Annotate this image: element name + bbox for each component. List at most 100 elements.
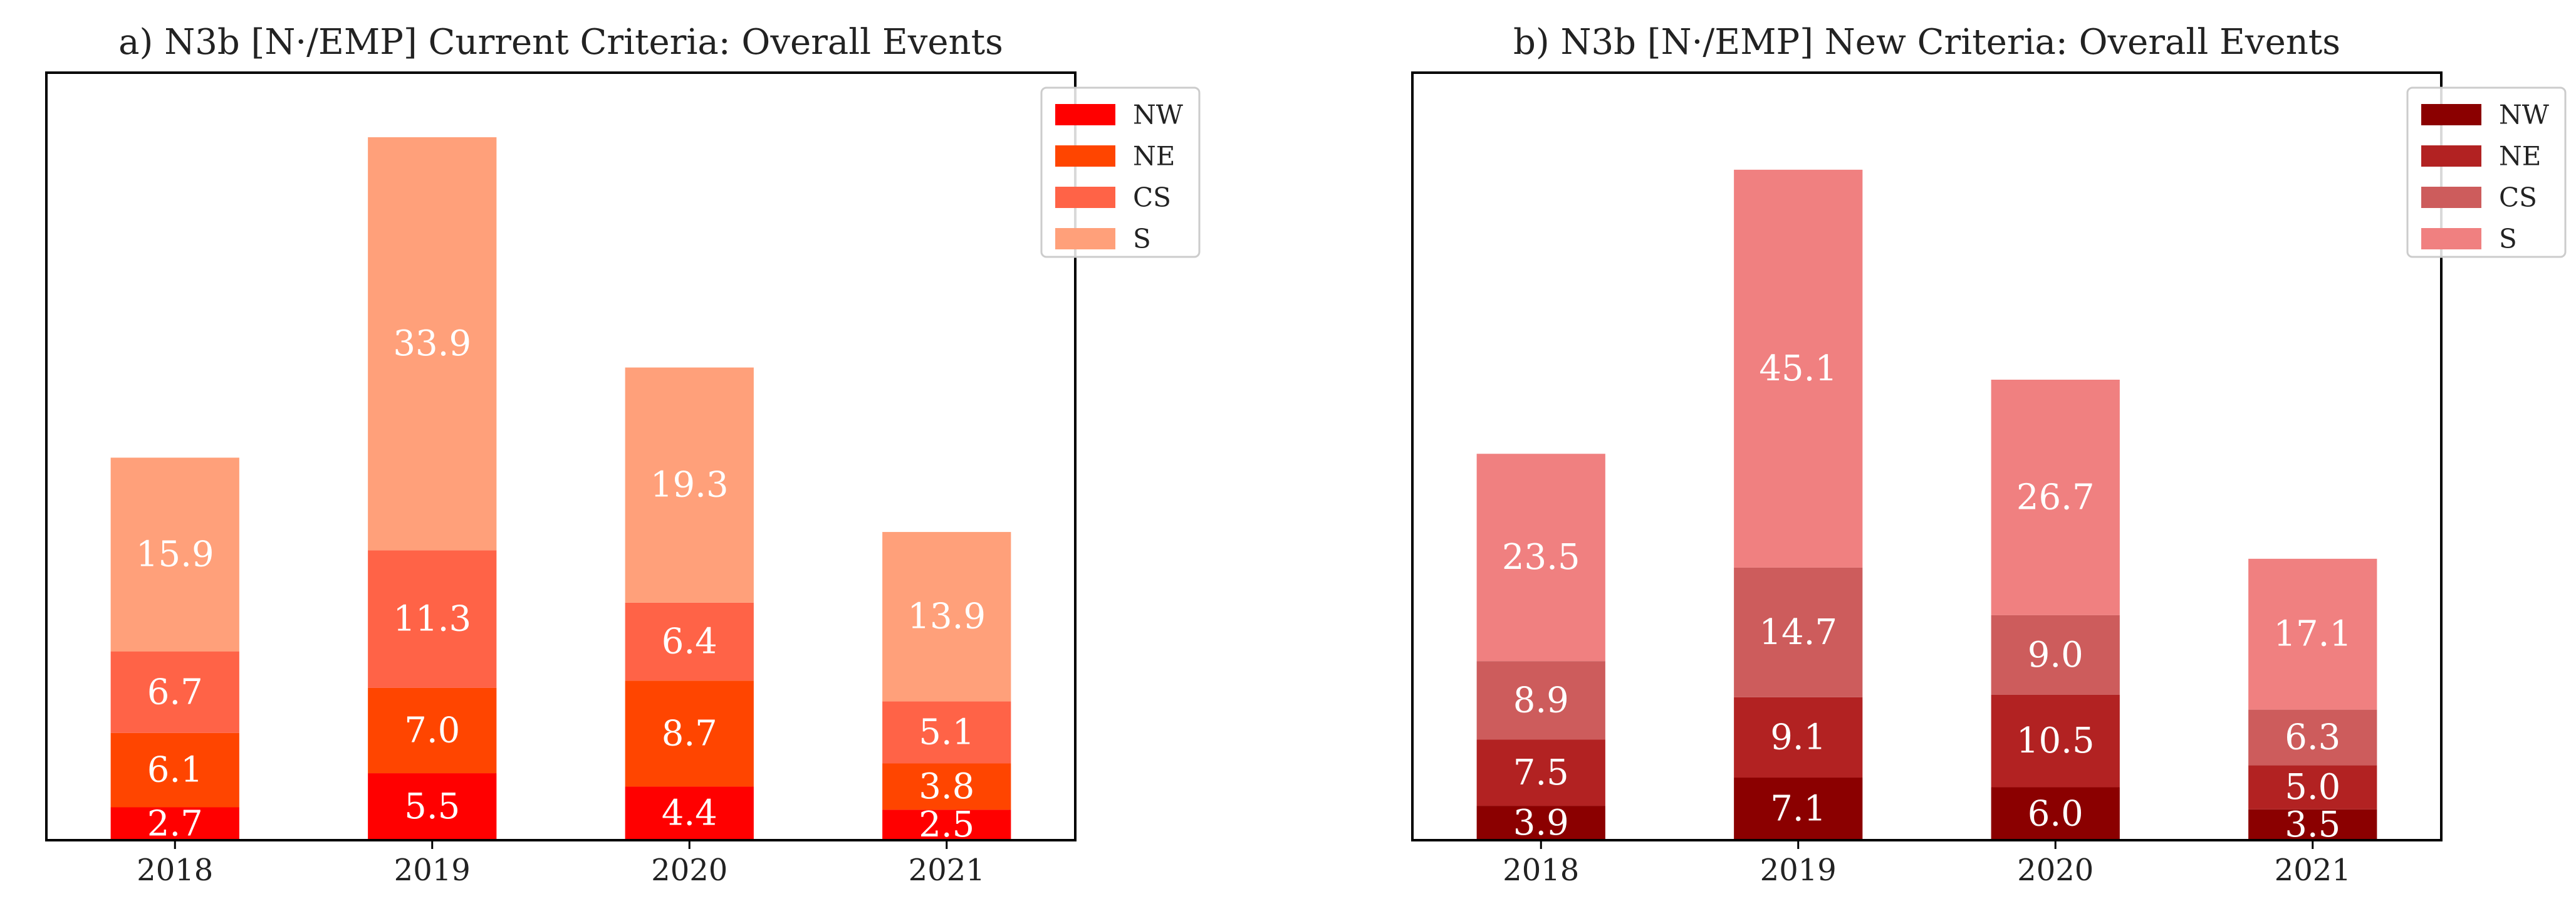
bar-b-2019-cs <box>1734 567 1863 697</box>
data-label-a-2019-s: 33.9 <box>393 323 471 364</box>
data-label-a-2018-ne: 6.1 <box>147 750 203 791</box>
bar-a-2021-cs <box>882 701 1011 764</box>
bar-b-2018-cs <box>1476 661 1605 740</box>
bar-a-2020-nw <box>625 786 754 840</box>
legend-swatch-a-cs <box>1055 187 1115 208</box>
bar-a-2019-nw <box>368 773 497 840</box>
legend-b: NW NE CS S <box>2406 86 2567 258</box>
data-label-a-2021-s: 13.9 <box>907 596 986 637</box>
bars-group-b <box>1476 169 2377 840</box>
data-label-a-2019-ne: 7.0 <box>404 711 460 751</box>
legend-swatch-a-ne <box>1055 145 1115 167</box>
legend-swatch-b-ne <box>2421 145 2481 167</box>
data-label-b-2020-nw: 6.0 <box>2028 793 2083 834</box>
legend-label-b-ne: NE <box>2499 141 2541 172</box>
data-label-a-2019-cs: 11.3 <box>393 599 471 640</box>
data-label-b-2021-cs: 6.3 <box>2285 717 2340 757</box>
data-label-b-2021-ne: 5.0 <box>2285 767 2340 808</box>
bar-a-2018-s <box>110 457 239 652</box>
x-tick-label-b-2021: 2021 <box>2275 853 2351 888</box>
x-tick-label-a-2019: 2019 <box>394 853 471 888</box>
data-label-b-2018-ne: 7.5 <box>1513 752 1569 793</box>
legend-label-a-cs: CS <box>1133 182 1171 213</box>
data-label-b-2018-nw: 3.9 <box>1513 803 1569 843</box>
legend-label-b-s: S <box>2499 224 2517 254</box>
plot-frame-b <box>1411 71 2443 841</box>
bar-a-2019-s <box>368 137 497 551</box>
data-label-a-2021-ne: 3.8 <box>919 766 974 807</box>
plot-frame-a <box>45 71 1077 841</box>
bar-b-2019-ne <box>1734 697 1863 778</box>
chart-panel-a: a) N3b [N·/EMP] Current Criteria: Overal… <box>45 22 1201 888</box>
bar-a-2019-ne <box>368 687 497 774</box>
data-label-b-2019-nw: 7.1 <box>1770 789 1826 830</box>
data-label-b-2019-cs: 14.7 <box>1759 612 1837 653</box>
data-label-a-2020-nw: 4.4 <box>662 793 717 834</box>
data-label-a-2020-ne: 8.7 <box>662 713 717 754</box>
bar-b-2018-nw <box>1476 806 1605 840</box>
legend-swatch-a-nw <box>1055 104 1115 125</box>
data-label-a-2020-cs: 6.4 <box>662 622 717 662</box>
data-label-b-2018-s: 23.5 <box>1502 537 1580 578</box>
segment-labels-a: 2.7 6.1 6.7 15.9 5.5 7.0 11.3 33.9 4.4 8.7 6.4 19.3… <box>136 323 986 845</box>
bar-a-2020-cs <box>625 602 754 681</box>
bar-b-2020-s <box>1991 380 2120 615</box>
legend-label-a-nw: NW <box>1133 100 1184 130</box>
bar-b-2021-cs <box>2248 709 2377 766</box>
data-label-b-2020-s: 26.7 <box>2016 477 2095 518</box>
segment-labels-b: 3.9 7.5 8.9 23.5 7.1 9.1 14.7 45.1 6.0 10.5 9.0 26.… <box>1502 348 2352 845</box>
bar-a-2019-cs <box>368 550 497 688</box>
legend-a: NW NE CS S <box>1040 86 1201 258</box>
x-tick-label-b-2020: 2020 <box>2017 853 2094 888</box>
bar-b-2021-nw <box>2248 809 2377 840</box>
bar-b-2019-s <box>1734 169 1863 568</box>
data-label-b-2021-nw: 3.5 <box>2285 804 2340 845</box>
x-axis-b: 2018 2019 2020 2021 <box>1503 840 2351 888</box>
data-label-a-2021-nw: 2.5 <box>919 804 974 845</box>
data-label-a-2021-cs: 5.1 <box>919 712 974 752</box>
bar-b-2020-ne <box>1991 694 2120 788</box>
bar-b-2021-ne <box>2248 765 2377 809</box>
data-label-b-2019-s: 45.1 <box>1759 348 1837 389</box>
chart-panel-b: b) N3b [N·/EMP] New Criteria: Overall Ev… <box>1411 22 2567 888</box>
data-label-b-2018-cs: 8.9 <box>1513 680 1569 721</box>
data-label-a-2018-cs: 6.7 <box>147 672 203 712</box>
bar-a-2021-nw <box>882 809 1011 840</box>
legend-label-a-ne: NE <box>1133 141 1175 172</box>
x-tick-label-b-2019: 2019 <box>1760 853 1837 888</box>
bar-b-2020-nw <box>1991 787 2120 840</box>
bar-a-2018-cs <box>110 651 239 733</box>
legend-swatch-a-s <box>1055 228 1115 249</box>
bar-a-2018-ne <box>110 732 239 808</box>
legend-box-b <box>2406 86 2567 258</box>
bar-b-2018-s <box>1476 454 1605 662</box>
legend-label-b-cs: CS <box>2499 182 2537 213</box>
x-tick-label-a-2018: 2018 <box>137 853 213 888</box>
legend-swatch-b-cs <box>2421 187 2481 208</box>
x-tick-label-b-2018: 2018 <box>1503 853 1579 888</box>
bar-a-2020-s <box>625 367 754 603</box>
bar-b-2020-cs <box>1991 615 2120 695</box>
legend-label-b-nw: NW <box>2499 100 2550 130</box>
bar-a-2021-ne <box>882 763 1011 810</box>
bar-b-2019-nw <box>1734 778 1863 840</box>
data-label-a-2018-nw: 2.7 <box>147 803 203 844</box>
legend-swatch-b-s <box>2421 228 2481 249</box>
legend-label-a-s: S <box>1133 224 1151 254</box>
chart-title-a: a) N3b [N·/EMP] Current Criteria: Overal… <box>118 22 1003 63</box>
data-label-b-2020-cs: 9.0 <box>2028 635 2083 675</box>
data-label-a-2018-s: 15.9 <box>136 534 214 575</box>
bar-a-2020-ne <box>625 680 754 787</box>
bar-b-2018-ne <box>1476 739 1605 806</box>
x-tick-label-a-2020: 2020 <box>651 853 727 888</box>
legend-swatch-b-nw <box>2421 104 2481 125</box>
chart-title-b: b) N3b [N·/EMP] New Criteria: Overall Ev… <box>1513 22 2340 63</box>
data-label-a-2020-s: 19.3 <box>650 465 729 506</box>
bar-a-2018-nw <box>110 807 239 840</box>
bar-a-2021-s <box>882 532 1011 702</box>
bar-b-2021-s <box>2248 558 2377 710</box>
data-label-b-2020-ne: 10.5 <box>2016 721 2095 761</box>
legend-box-a <box>1040 86 1201 258</box>
bars-group-a <box>110 137 1011 840</box>
